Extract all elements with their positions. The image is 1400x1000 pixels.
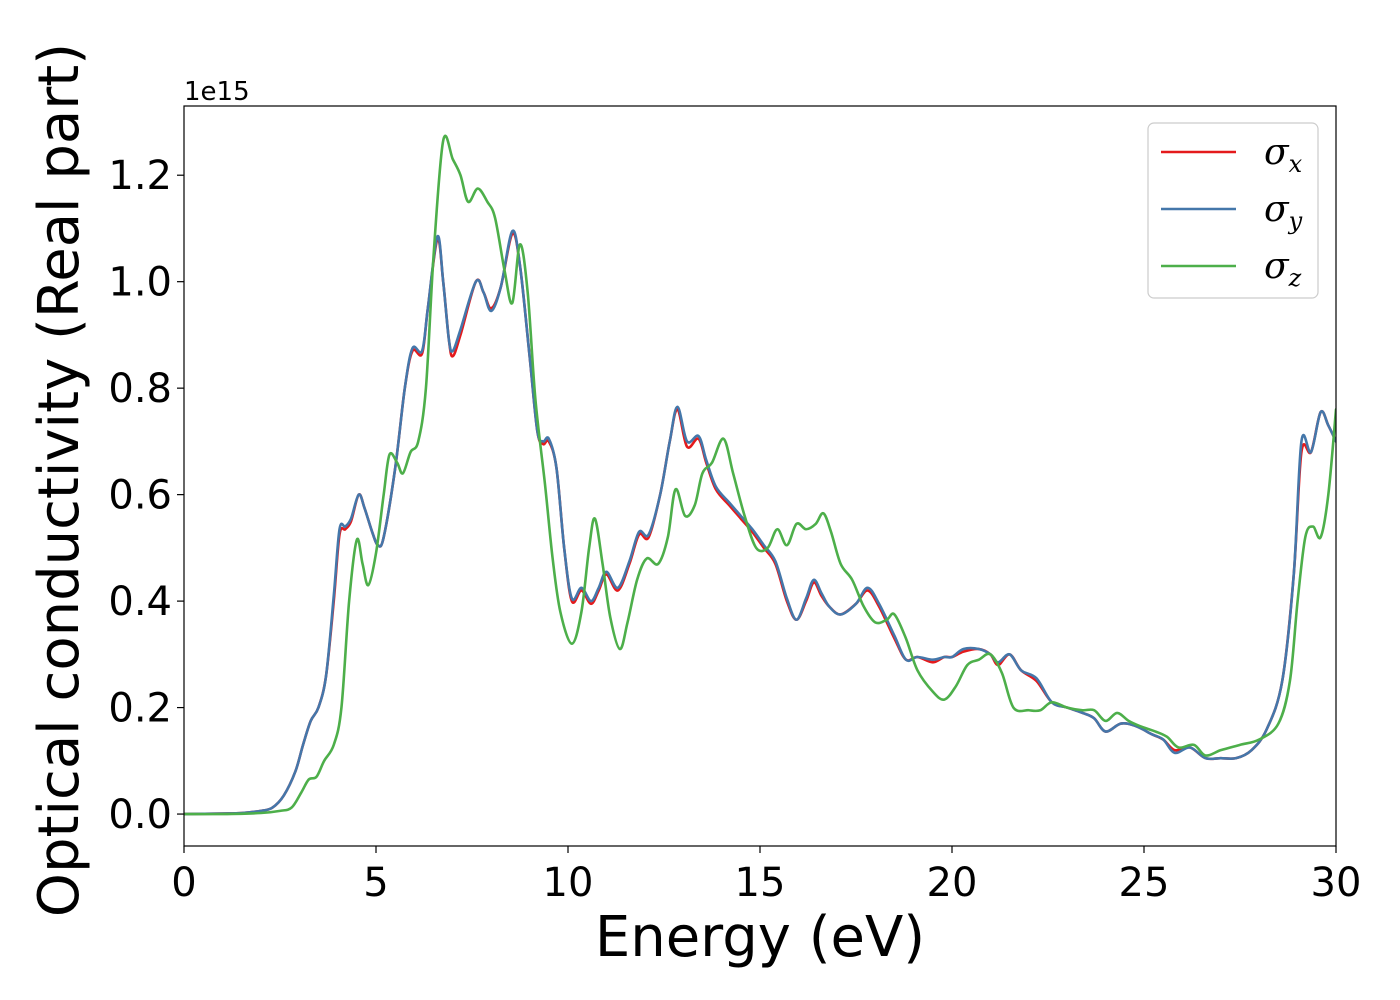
- x-tick-label: 0: [171, 860, 196, 906]
- y-tick-label: 0.0: [108, 792, 172, 838]
- legend-label-x: σx: [1264, 132, 1303, 178]
- y-tick-label: 0.2: [108, 686, 172, 732]
- y-tick-label: 0.8: [108, 366, 172, 412]
- y-tick-label: 1.2: [108, 153, 172, 199]
- y-tick-label: 0.4: [108, 579, 172, 625]
- legend-box: [1147, 122, 1319, 299]
- y-tick-label: 1.0: [108, 260, 172, 306]
- legend-label-z: σz: [1264, 246, 1302, 292]
- y-axis-offset-label: 1e15: [184, 77, 250, 107]
- legend-label-y: σy: [1264, 189, 1303, 235]
- x-tick-label: 5: [363, 860, 388, 906]
- series-line-z: [184, 134, 1336, 816]
- series-layer: [184, 134, 1336, 816]
- x-tick-label: 15: [735, 860, 786, 906]
- x-tick-label: 25: [1119, 860, 1170, 906]
- series-line-x: [184, 231, 1336, 816]
- x-axis-title: Energy (eV): [595, 905, 925, 970]
- legend: σx σy σz: [1147, 122, 1319, 299]
- y-tick-label: 0.6: [108, 473, 172, 519]
- axes-layer: 0 5 10 15 20 25 30 0.0 0.2 0.4 0.6 0.8 1.0 1.2: [108, 105, 1362, 906]
- x-tick-label: 10: [543, 860, 594, 906]
- x-tick-label: 30: [1311, 860, 1362, 906]
- series-line-y: [184, 229, 1336, 816]
- x-tick-label: 20: [927, 860, 978, 906]
- y-axis-title: Optical conductivity (Real part): [27, 43, 92, 917]
